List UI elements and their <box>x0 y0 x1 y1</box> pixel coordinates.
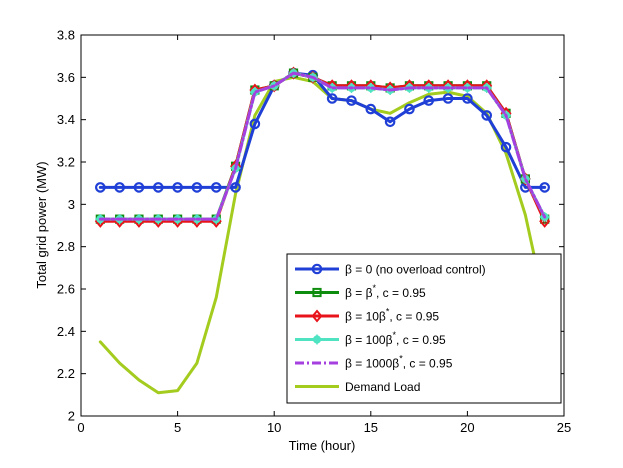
y-tick-label: 3.2 <box>57 155 75 170</box>
legend: β = 0 (no overload control) β = β*, c = 0… <box>286 253 562 404</box>
y-tick-label: 3.6 <box>57 70 75 85</box>
x-tick-label: 15 <box>364 420 378 435</box>
legend-marker <box>312 287 322 298</box>
data-point <box>500 141 512 153</box>
data-point <box>481 110 493 121</box>
data-point <box>133 182 145 193</box>
y-tick-label: 3.4 <box>57 112 75 127</box>
plot-frame <box>80 34 565 417</box>
x-tick-label: 0 <box>77 420 84 435</box>
data-point <box>384 116 396 128</box>
legend-marker <box>311 309 323 323</box>
series-4 <box>98 71 547 221</box>
data-point <box>210 182 222 193</box>
legend-entry: β = 10β*, c = 0.95 <box>295 307 439 324</box>
x-tick-label: 5 <box>174 420 181 435</box>
data-point <box>249 118 261 130</box>
series-0 <box>95 67 550 193</box>
data-point <box>442 93 454 104</box>
data-point <box>539 182 550 193</box>
legend-label: β = 1000β*, c = 0.95 <box>345 354 453 371</box>
y-tick-label: 2.8 <box>57 239 75 254</box>
legend-label: Demand Load <box>345 380 420 394</box>
y-tick-label: 2.2 <box>57 366 75 381</box>
legend-box <box>286 253 562 404</box>
legend-label: β = β*, c = 0.95 <box>345 283 426 300</box>
legend-entry: β = 0 (no overload control) <box>295 263 486 277</box>
y-tick-label: 3.8 <box>57 28 75 43</box>
data-point <box>230 182 241 193</box>
series-line <box>98 71 547 221</box>
data-point <box>346 95 357 106</box>
legend-label: β = 100β*, c = 0.95 <box>345 330 446 347</box>
x-tick-label: 10 <box>267 420 281 435</box>
data-point <box>152 182 164 193</box>
legend-entry: β = 100β*, c = 0.95 <box>295 330 446 347</box>
x-axis-label: Time (hour) <box>289 438 356 453</box>
data-point <box>95 182 106 193</box>
legend-label: β = 0 (no overload control) <box>345 263 486 277</box>
legend-entry: β = 1000β*, c = 0.95 <box>295 354 453 371</box>
data-point <box>172 182 183 193</box>
legend-label: β = 10β*, c = 0.95 <box>345 307 439 324</box>
data-point <box>462 93 473 104</box>
ticks-layer: 0 5 10 15 20 25 2 2.2 2.4 2.6 2.8 3 3.2 3.4 3.6 3.8 <box>57 28 571 436</box>
y-axis-label: Total grid power (MW) <box>34 161 49 288</box>
data-point <box>326 93 338 104</box>
x-tick-label: 20 <box>460 420 474 435</box>
legend-marker <box>311 263 323 275</box>
data-point <box>365 103 377 115</box>
legend-marker <box>312 334 322 345</box>
y-tick-label: 2.4 <box>57 324 75 339</box>
data-point <box>114 182 125 193</box>
data-point <box>404 103 415 115</box>
x-tick-label: 25 <box>557 420 571 435</box>
legend-entry: Demand Load <box>295 380 420 394</box>
y-tick-label: 3 <box>68 197 75 212</box>
y-tick-label: 2.6 <box>57 282 75 297</box>
data-point <box>423 95 435 106</box>
data-point <box>191 182 203 193</box>
series-layer <box>94 66 551 395</box>
legend-entry: β = β*, c = 0.95 <box>295 283 426 300</box>
y-tick-label: 2 <box>68 409 75 424</box>
